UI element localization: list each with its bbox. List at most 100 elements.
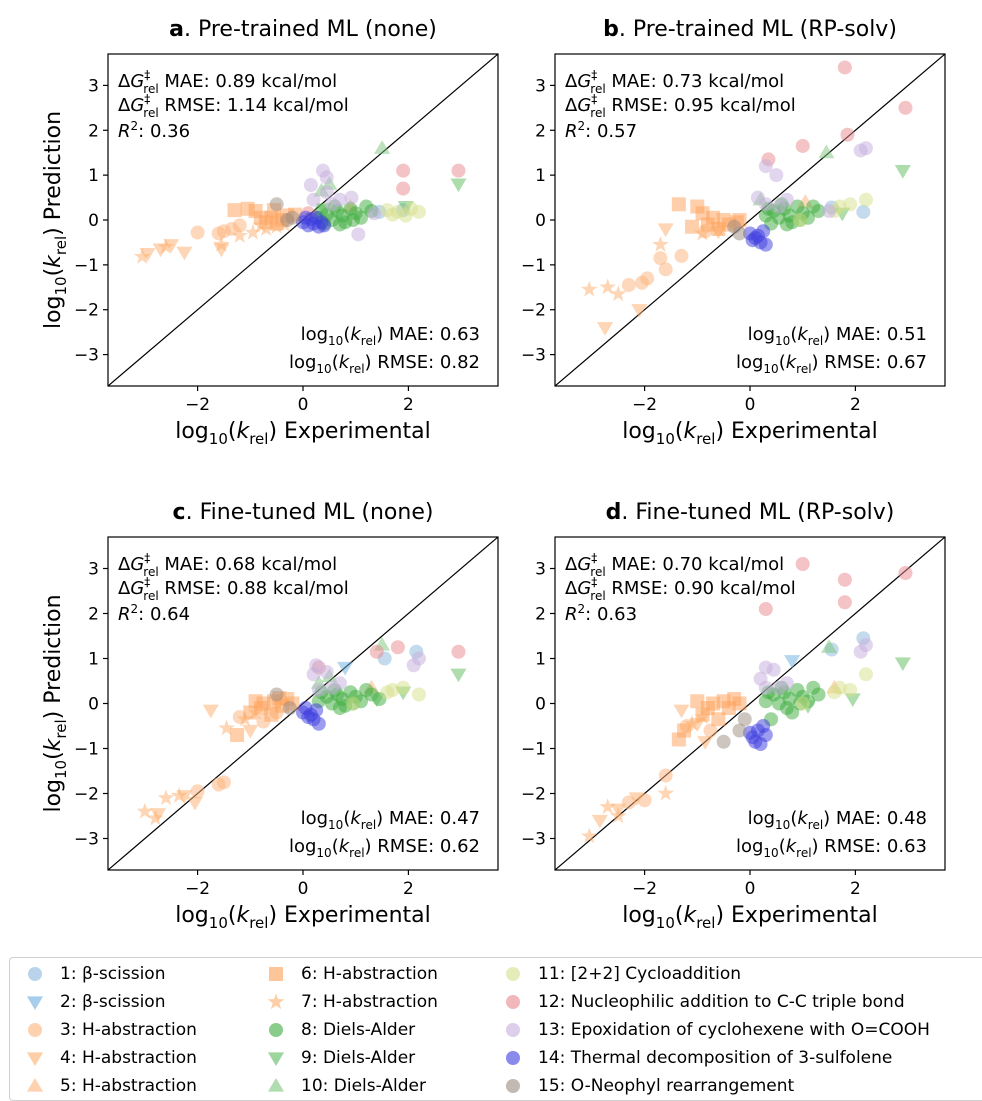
data-point xyxy=(683,715,701,731)
data-point xyxy=(697,736,714,750)
series-14 xyxy=(296,210,332,234)
legend-label: 7: H-abstraction xyxy=(301,992,438,1012)
series-11 xyxy=(346,680,426,711)
y-tick-label: 2 xyxy=(88,121,99,141)
y-tick-label: −3 xyxy=(74,346,99,366)
data-point xyxy=(264,707,279,722)
series-14 xyxy=(743,719,773,751)
legend-item-5: 5: H-abstraction xyxy=(24,1074,197,1098)
series-13 xyxy=(753,638,873,695)
data-point xyxy=(811,687,826,702)
data-point xyxy=(652,235,669,252)
y-tick-label: −1 xyxy=(74,256,99,276)
triangle-up-marker-icon xyxy=(26,1077,44,1092)
y-tick-label: −1 xyxy=(521,740,546,760)
stat-dg-mae: ΔG‡ rel MAE: 0.89 kcal/mol xyxy=(118,68,337,96)
data-point xyxy=(346,696,361,711)
legend-item-6: 6: H-abstraction xyxy=(265,962,438,986)
data-point xyxy=(694,224,711,241)
parity-line xyxy=(555,54,945,386)
panel-c: c. Fine-tuned ML (none) −2 0 2 −3 −2 −1 0 1 2 3 log… xyxy=(41,500,499,932)
data-point xyxy=(898,100,913,115)
plot-area xyxy=(108,54,498,386)
legend-label: 6: H-abstraction xyxy=(301,964,438,984)
data-point xyxy=(319,185,334,200)
legend-marker xyxy=(506,967,520,981)
data-point xyxy=(411,687,426,702)
data-point xyxy=(451,644,466,659)
y-tick-label: 3 xyxy=(88,560,99,580)
data-point xyxy=(230,728,245,742)
y-tick-label: 0 xyxy=(88,695,99,715)
data-point xyxy=(380,685,395,700)
data-point xyxy=(795,696,810,711)
data-point xyxy=(190,225,205,240)
data-point xyxy=(703,723,718,738)
stat-logk-mae: log10(krel) MAE: 0.63 xyxy=(301,324,480,348)
series-7 xyxy=(580,220,727,302)
y-tick-label: 1 xyxy=(88,650,99,670)
y-tick-label: 3 xyxy=(535,76,546,96)
series-13 xyxy=(303,163,382,242)
data-point xyxy=(695,206,710,221)
series-11 xyxy=(795,667,873,711)
legend-label: 4: H-abstraction xyxy=(60,1048,197,1068)
data-point xyxy=(597,322,614,336)
stat-r2: R2: 0.57 xyxy=(565,119,637,142)
data-point xyxy=(840,127,855,142)
series-7 xyxy=(136,703,264,826)
legend-marker xyxy=(26,996,44,1011)
data-point xyxy=(369,644,384,659)
plot-area xyxy=(555,54,945,386)
legend-label: 5: H-abstraction xyxy=(60,1076,197,1096)
stat-dg-rmse: ΔG‡ rel RMSE: 0.90 kcal/mol xyxy=(565,575,796,603)
data-point xyxy=(771,680,786,695)
panel-title: c. Fine-tuned ML (none) xyxy=(173,500,434,525)
data-point xyxy=(599,278,617,295)
data-point xyxy=(269,197,284,212)
data-point xyxy=(411,204,426,219)
legend-marker xyxy=(267,1077,285,1092)
panel-title: b. Pre-trained ML (RP-solv) xyxy=(603,17,897,42)
data-point xyxy=(795,557,810,571)
data-point xyxy=(822,204,837,219)
data-point xyxy=(157,238,175,254)
stat-logk-rmse: log10(krel) RMSE: 0.62 xyxy=(289,836,480,860)
x-tick-label: 0 xyxy=(298,395,309,415)
legend-label: 12: Nucleophilic addition to C-C triple … xyxy=(538,992,905,1012)
legend-item-13: 13: Epoxidation of cyclohexene with O=CO… xyxy=(502,1018,930,1042)
data-point xyxy=(157,789,175,806)
data-point xyxy=(894,165,911,179)
data-point xyxy=(771,199,786,214)
series-14 xyxy=(296,701,326,731)
data-point xyxy=(303,178,318,193)
data-point xyxy=(766,662,781,677)
x-tick-label: 0 xyxy=(298,879,309,899)
data-point xyxy=(396,163,411,178)
series-4 xyxy=(150,704,259,822)
circle-marker-icon xyxy=(506,1079,520,1093)
legend-item-11: 11: [2+2] Cycloaddition xyxy=(502,962,741,986)
circle-marker-icon xyxy=(506,1051,520,1065)
data-point xyxy=(344,190,359,205)
x-tick-label: −2 xyxy=(185,395,210,415)
circle-marker-icon xyxy=(28,967,42,981)
data-point xyxy=(150,808,167,822)
y-tick-label: 2 xyxy=(88,605,99,625)
y-tick-label: −3 xyxy=(521,346,546,366)
data-point xyxy=(658,262,673,277)
plot-area xyxy=(108,537,498,870)
stat-dg-rmse: ΔG‡ rel RMSE: 1.14 kcal/mol xyxy=(118,92,349,120)
data-point xyxy=(894,657,911,672)
data-point xyxy=(282,701,297,715)
data-point xyxy=(324,197,339,212)
x-tick-label: 2 xyxy=(403,879,414,899)
y-axis-label: log10(krel) Prediction xyxy=(41,594,70,812)
square-marker-icon xyxy=(269,967,283,981)
data-point xyxy=(202,704,219,719)
y-tick-label: 1 xyxy=(535,650,546,670)
legend-item-4: 4: H-abstraction xyxy=(24,1046,197,1070)
data-point xyxy=(653,251,668,266)
data-point xyxy=(898,566,913,580)
data-point xyxy=(758,602,773,616)
